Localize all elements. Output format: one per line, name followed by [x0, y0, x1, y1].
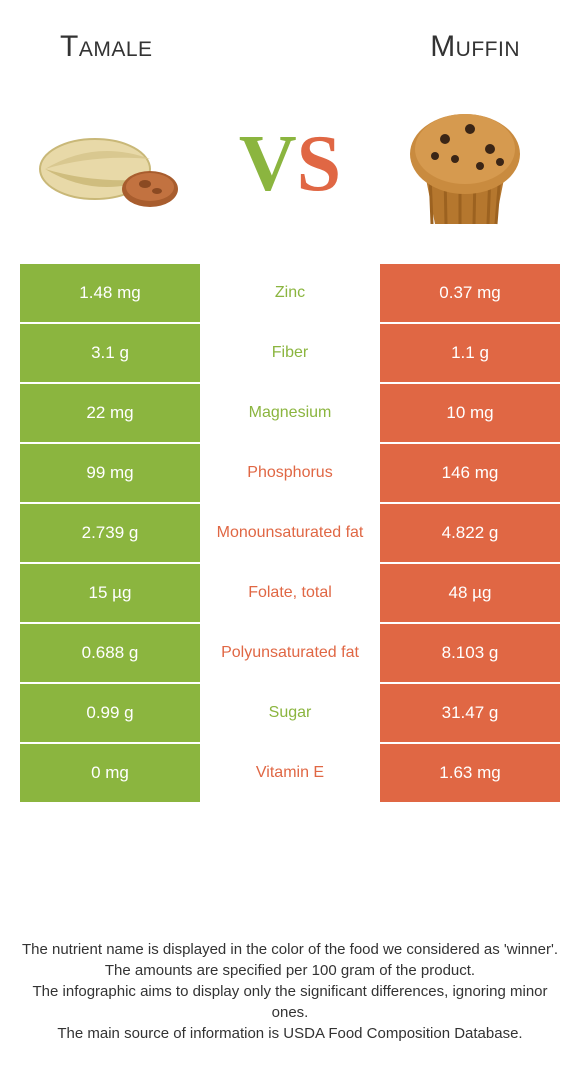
- table-row: 3.1 gFiber1.1 g: [20, 324, 560, 382]
- footer-notes: The nutrient name is displayed in the co…: [20, 939, 560, 1044]
- nutrient-name-cell: Fiber: [200, 324, 380, 382]
- right-value-cell: 48 µg: [380, 564, 560, 622]
- table-row: 0.688 gPolyunsaturated fat8.103 g: [20, 624, 560, 682]
- hero-row: V S: [0, 84, 580, 264]
- vs-label: V S: [239, 124, 341, 204]
- nutrient-name-cell: Vitamin E: [200, 744, 380, 802]
- header: Tamale Muffin: [0, 0, 580, 84]
- right-value-cell: 4.822 g: [380, 504, 560, 562]
- right-value-cell: 10 mg: [380, 384, 560, 442]
- table-row: 0 mgVitamin E1.63 mg: [20, 744, 560, 802]
- table-row: 99 mgPhosphorus146 mg: [20, 444, 560, 502]
- nutrient-name-cell: Magnesium: [200, 384, 380, 442]
- table-row: 1.48 mgZinc0.37 mg: [20, 264, 560, 322]
- right-value-cell: 1.63 mg: [380, 744, 560, 802]
- right-value-cell: 0.37 mg: [380, 264, 560, 322]
- nutrient-name-cell: Phosphorus: [200, 444, 380, 502]
- right-food-title: Muffin: [430, 30, 520, 64]
- left-value-cell: 2.739 g: [20, 504, 200, 562]
- footer-line-2: The amounts are specified per 100 gram o…: [20, 960, 560, 981]
- left-value-cell: 22 mg: [20, 384, 200, 442]
- nutrient-name-cell: Polyunsaturated fat: [200, 624, 380, 682]
- left-value-cell: 1.48 mg: [20, 264, 200, 322]
- footer-line-4: The main source of information is USDA F…: [20, 1023, 560, 1044]
- left-value-cell: 0.688 g: [20, 624, 200, 682]
- nutrient-name-cell: Zinc: [200, 264, 380, 322]
- left-value-cell: 99 mg: [20, 444, 200, 502]
- right-value-cell: 31.47 g: [380, 684, 560, 742]
- table-row: 15 µgFolate, total48 µg: [20, 564, 560, 622]
- table-row: 22 mgMagnesium10 mg: [20, 384, 560, 442]
- nutrient-name-cell: Folate, total: [200, 564, 380, 622]
- nutrient-name-cell: Monounsaturated fat: [200, 504, 380, 562]
- table-row: 2.739 gMonounsaturated fat4.822 g: [20, 504, 560, 562]
- tamale-image: [30, 94, 200, 234]
- table-row: 0.99 gSugar31.47 g: [20, 684, 560, 742]
- right-value-cell: 8.103 g: [380, 624, 560, 682]
- muffin-image: [380, 94, 550, 234]
- left-food-title: Tamale: [60, 30, 153, 64]
- left-value-cell: 0 mg: [20, 744, 200, 802]
- left-value-cell: 0.99 g: [20, 684, 200, 742]
- right-value-cell: 1.1 g: [380, 324, 560, 382]
- vs-s-letter: S: [297, 124, 342, 204]
- footer-line-3: The infographic aims to display only the…: [20, 981, 560, 1023]
- left-value-cell: 3.1 g: [20, 324, 200, 382]
- right-value-cell: 146 mg: [380, 444, 560, 502]
- footer-line-1: The nutrient name is displayed in the co…: [20, 939, 560, 960]
- comparison-table: 1.48 mgZinc0.37 mg3.1 gFiber1.1 g22 mgMa…: [20, 264, 560, 802]
- vs-v-letter: V: [239, 124, 297, 204]
- nutrient-name-cell: Sugar: [200, 684, 380, 742]
- left-value-cell: 15 µg: [20, 564, 200, 622]
